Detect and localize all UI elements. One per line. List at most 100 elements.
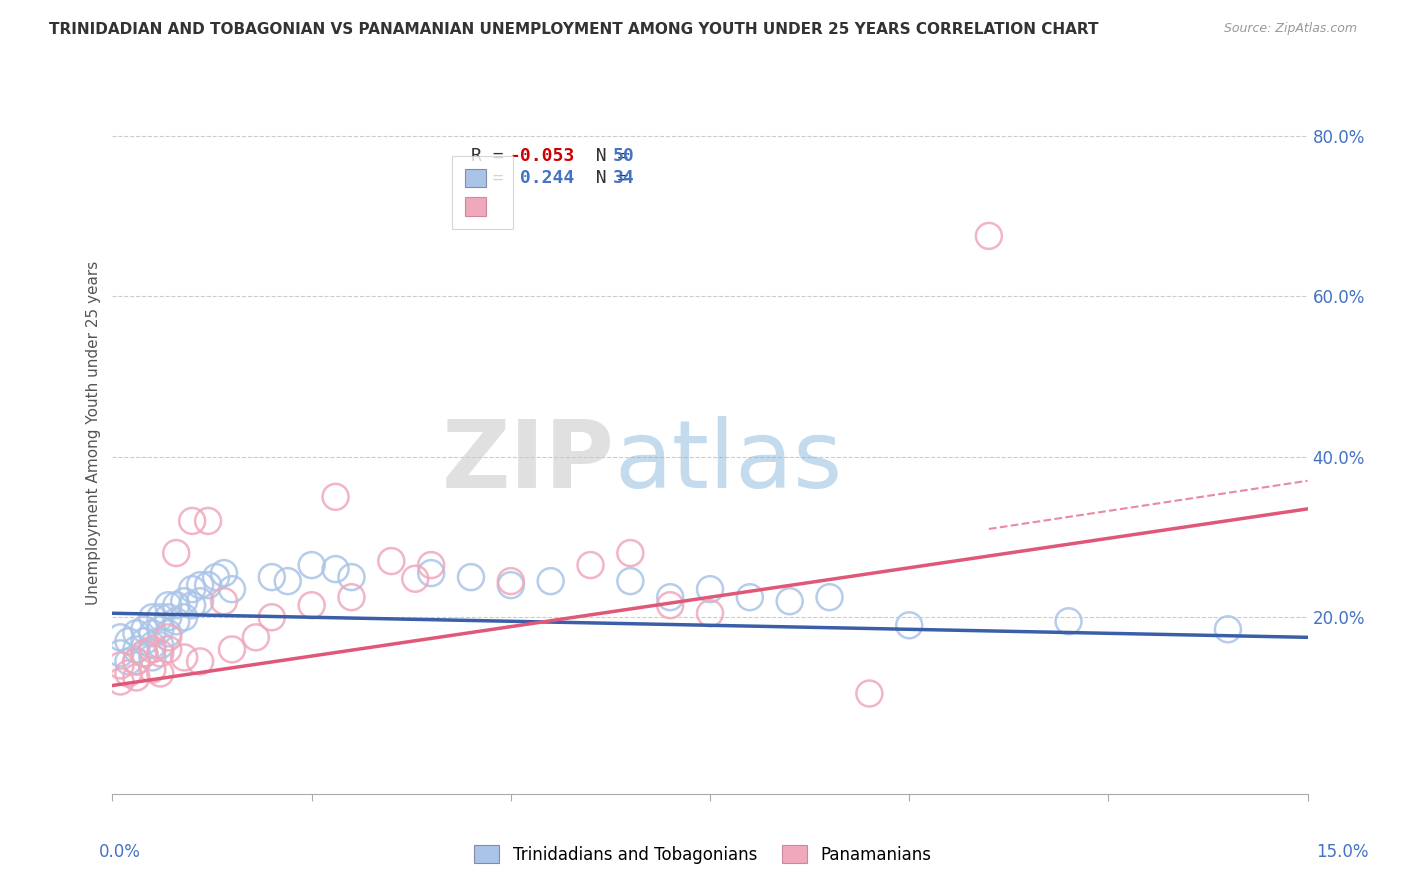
Point xyxy=(212,566,235,581)
Point xyxy=(110,630,132,644)
Point xyxy=(110,646,132,660)
Text: atlas: atlas xyxy=(614,416,842,508)
Text: -0.053: -0.053 xyxy=(509,147,574,165)
Point xyxy=(157,642,180,657)
Point xyxy=(659,591,682,605)
Point xyxy=(404,572,426,586)
Point xyxy=(117,666,139,681)
Point xyxy=(619,574,641,589)
Point xyxy=(212,594,235,608)
Point xyxy=(325,562,347,576)
Point xyxy=(141,610,163,624)
Point xyxy=(380,554,402,568)
Text: 34: 34 xyxy=(613,169,634,187)
Point xyxy=(659,598,682,612)
Point xyxy=(260,570,283,584)
Text: ZIP: ZIP xyxy=(441,416,614,508)
Point xyxy=(460,570,482,584)
Legend: , : , xyxy=(451,156,513,229)
Point xyxy=(197,578,219,592)
Point xyxy=(245,630,267,644)
Point xyxy=(134,646,156,660)
Point xyxy=(157,598,180,612)
Point xyxy=(125,655,148,669)
Point xyxy=(173,650,195,665)
Legend: Trinidadians and Tobagonians, Panamanians: Trinidadians and Tobagonians, Panamanian… xyxy=(468,838,938,871)
Point xyxy=(125,655,148,669)
Point xyxy=(420,558,443,573)
Text: 15.0%: 15.0% xyxy=(1316,843,1369,861)
Point xyxy=(499,578,522,592)
Point xyxy=(420,566,443,581)
Text: 0.244: 0.244 xyxy=(509,169,574,187)
Point xyxy=(779,594,801,608)
Point xyxy=(858,687,880,701)
Point xyxy=(141,650,163,665)
Point xyxy=(149,646,172,660)
Point xyxy=(221,582,243,596)
Text: TRINIDADIAN AND TOBAGONIAN VS PANAMANIAN UNEMPLOYMENT AMONG YOUTH UNDER 25 YEARS: TRINIDADIAN AND TOBAGONIAN VS PANAMANIAN… xyxy=(49,22,1098,37)
Point xyxy=(149,610,172,624)
Point xyxy=(977,228,1000,243)
Point xyxy=(898,618,921,632)
Point xyxy=(699,582,721,596)
Point xyxy=(165,546,187,560)
Point xyxy=(134,623,156,637)
Point xyxy=(738,591,761,605)
Point xyxy=(173,594,195,608)
Point xyxy=(1216,623,1239,637)
Point xyxy=(579,558,602,573)
Point xyxy=(157,626,180,640)
Point xyxy=(141,642,163,657)
Point xyxy=(157,610,180,624)
Point xyxy=(181,598,204,612)
Point xyxy=(1057,614,1080,628)
Point xyxy=(340,570,363,584)
Point xyxy=(117,655,139,669)
Point xyxy=(181,514,204,528)
Point xyxy=(818,591,841,605)
Point xyxy=(149,639,172,653)
Point xyxy=(117,634,139,648)
Point xyxy=(149,623,172,637)
Text: N =: N = xyxy=(574,169,638,187)
Point xyxy=(340,591,363,605)
Point xyxy=(325,490,347,504)
Point xyxy=(197,514,219,528)
Point xyxy=(125,626,148,640)
Point xyxy=(301,558,323,573)
Point xyxy=(134,646,156,660)
Point xyxy=(157,630,180,644)
Text: Source: ZipAtlas.com: Source: ZipAtlas.com xyxy=(1223,22,1357,36)
Text: R =: R = xyxy=(471,147,515,165)
Point xyxy=(540,574,562,589)
Point xyxy=(188,578,211,592)
Text: N =: N = xyxy=(574,147,638,165)
Point xyxy=(699,607,721,621)
Point xyxy=(221,642,243,657)
Text: R =: R = xyxy=(471,169,515,187)
Y-axis label: Unemployment Among Youth under 25 years: Unemployment Among Youth under 25 years xyxy=(86,260,101,605)
Point xyxy=(499,574,522,589)
Point xyxy=(188,655,211,669)
Point xyxy=(125,671,148,685)
Point xyxy=(141,662,163,676)
Point xyxy=(125,642,148,657)
Point xyxy=(141,639,163,653)
Point xyxy=(619,546,641,560)
Point xyxy=(173,610,195,624)
Point xyxy=(149,666,172,681)
Point xyxy=(188,594,211,608)
Point xyxy=(141,626,163,640)
Point xyxy=(165,598,187,612)
Point xyxy=(205,570,228,584)
Text: 0.0%: 0.0% xyxy=(98,843,141,861)
Text: 50: 50 xyxy=(613,147,634,165)
Point xyxy=(110,674,132,689)
Point xyxy=(134,634,156,648)
Point xyxy=(165,614,187,628)
Point xyxy=(181,582,204,596)
Point xyxy=(260,610,283,624)
Point xyxy=(277,574,299,589)
Point xyxy=(301,598,323,612)
